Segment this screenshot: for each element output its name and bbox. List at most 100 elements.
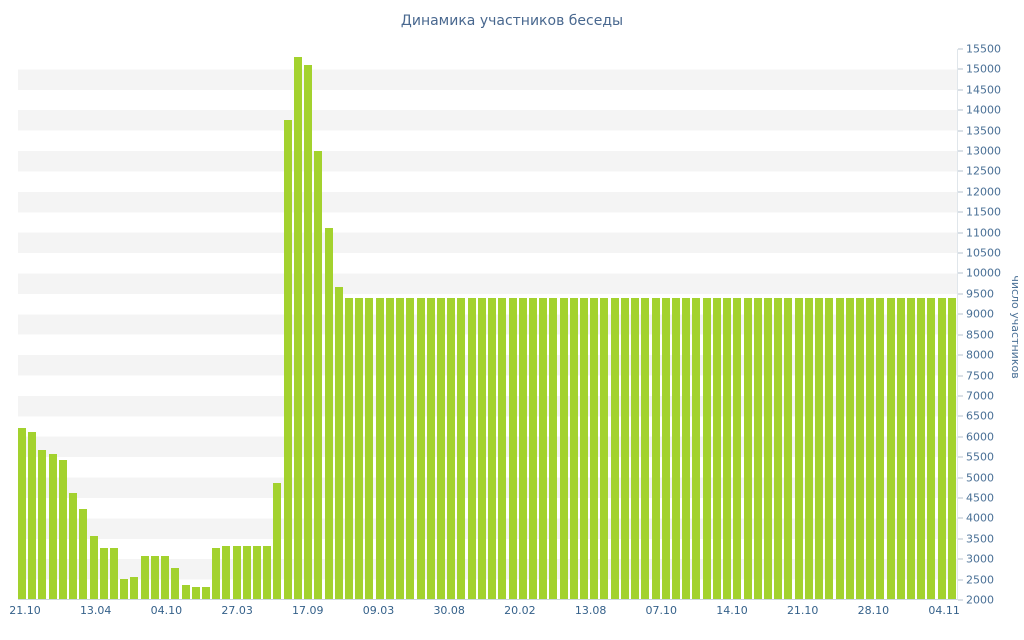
y-tick: 6000 (958, 430, 994, 443)
y-tick: 10500 (958, 247, 1001, 260)
bar (48, 454, 57, 599)
bar (191, 586, 200, 599)
y-tick-label: 14500 (966, 83, 1001, 97)
y-tick-label: 4500 (966, 491, 994, 505)
tick-mark (958, 538, 963, 540)
y-tick: 12000 (958, 185, 1001, 198)
bar (927, 297, 936, 599)
y-tick: 12500 (958, 165, 1001, 178)
bar (855, 297, 864, 599)
bar (79, 509, 88, 599)
x-tick-label: 21.10 (786, 604, 819, 617)
bar (406, 297, 415, 599)
y-tick: 7500 (958, 369, 994, 382)
y-tick: 7000 (958, 389, 994, 402)
y-tick-label: 9000 (966, 307, 994, 321)
bars-container (18, 49, 958, 600)
tick-mark (958, 579, 963, 581)
bar (763, 297, 772, 599)
tick-mark (958, 456, 963, 458)
y-tick-label: 3500 (966, 532, 994, 546)
bar (692, 297, 701, 599)
y-tick-label: 7500 (966, 369, 994, 383)
tick-mark (958, 293, 963, 295)
y-tick: 14000 (958, 104, 1001, 117)
bar (580, 297, 589, 599)
y-tick: 13000 (958, 145, 1001, 158)
bar (733, 297, 742, 599)
y-tick: 14500 (958, 83, 1001, 96)
y-tick-label: 10000 (966, 266, 1001, 280)
bar (569, 297, 578, 599)
bar (120, 578, 129, 599)
bar (610, 297, 619, 599)
bar (518, 297, 527, 599)
bar (263, 546, 272, 599)
bar (845, 297, 854, 599)
bar (375, 297, 384, 599)
bar (436, 297, 445, 599)
y-tick: 8500 (958, 328, 994, 341)
tick-mark (958, 334, 963, 336)
y-tick-label: 5000 (966, 471, 994, 485)
x-tick-label: 14.10 (716, 604, 748, 617)
bar (712, 297, 721, 599)
y-tick-label: 6500 (966, 409, 994, 423)
tick-mark (958, 109, 963, 111)
bar (804, 297, 813, 599)
bar (917, 297, 926, 599)
bar (641, 297, 650, 599)
y-tick-label: 8000 (966, 348, 994, 362)
bar (150, 556, 159, 599)
tick-mark (958, 89, 963, 91)
y-tick: 13500 (958, 124, 1001, 137)
tick-mark (958, 130, 963, 132)
y-tick-label: 6000 (966, 430, 994, 444)
tick-mark (958, 517, 963, 519)
y-tick: 11000 (958, 226, 1001, 239)
bar (907, 297, 916, 599)
y-tick-label: 14000 (966, 103, 1001, 117)
y-tick: 6500 (958, 410, 994, 423)
x-tick-label: 17.09 (292, 604, 324, 617)
x-axis: 21.10 13.04 04.10 27.03 17.09 09.03 30.08 20.02… (9, 604, 978, 620)
bar (58, 460, 67, 599)
bar (396, 297, 405, 599)
bar (937, 297, 946, 599)
y-tick-label: 12000 (966, 185, 1001, 199)
bar (539, 297, 548, 599)
tick-mark (958, 436, 963, 438)
x-tick-label: 21.10 (9, 604, 41, 617)
y-tick: 5500 (958, 451, 994, 464)
bar (866, 297, 875, 599)
bar (947, 297, 956, 599)
y-tick-label: 9500 (966, 287, 994, 301)
bar (886, 297, 895, 599)
tick-mark (958, 68, 963, 70)
y-tick-label: 11500 (966, 205, 1001, 219)
bar (498, 297, 507, 599)
y-tick-label: 4000 (966, 511, 994, 525)
y-tick: 9500 (958, 287, 994, 300)
tick-mark (958, 415, 963, 417)
tick-mark (958, 497, 963, 499)
x-tick-label: 20.02 (504, 604, 536, 617)
y-tick: 8000 (958, 349, 994, 362)
tick-mark (958, 170, 963, 172)
y-tick-label: 15000 (966, 62, 1001, 76)
bar (661, 297, 670, 599)
tick-mark (958, 48, 963, 50)
bar (426, 297, 435, 599)
y-tick-label: 7000 (966, 389, 994, 403)
bar (794, 297, 803, 599)
bar (130, 576, 139, 599)
y-tick: 2000 (958, 594, 994, 607)
tick-mark (958, 395, 963, 397)
y-tick: 5000 (958, 471, 994, 484)
y-tick-label: 15500 (966, 42, 1001, 56)
bar (181, 584, 190, 599)
x-tick-label: 04.10 (150, 604, 183, 617)
tick-mark (958, 558, 963, 560)
bar (549, 297, 558, 599)
